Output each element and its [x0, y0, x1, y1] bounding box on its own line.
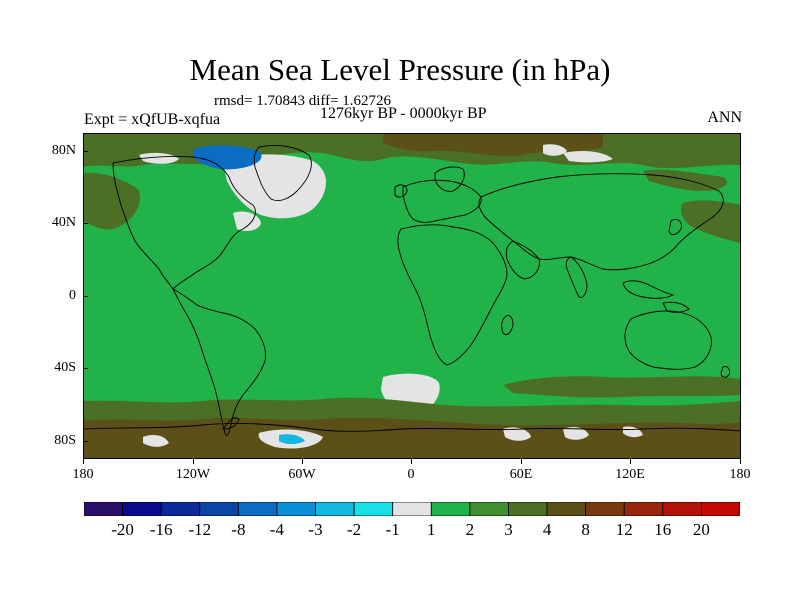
colorbar-label: 12 [615, 520, 633, 539]
colorbar-box [199, 502, 239, 516]
colorbar-box [469, 502, 509, 516]
lat-tick [83, 151, 88, 152]
arctic-spot-1 [543, 144, 567, 156]
colorbar-box [662, 502, 702, 516]
lon-label-60e: 60E [509, 467, 533, 482]
lat-label-0: 0 [69, 288, 76, 303]
lon-label-0: 0 [407, 467, 415, 482]
labrador-near-zero [233, 211, 261, 231]
colorbar-label: 16 [654, 520, 672, 539]
lon-tick [740, 459, 741, 464]
colorbar-box [237, 502, 278, 516]
time-period: 1276kyr BP - 0000kyr BP [320, 105, 487, 122]
arctic-spot-2 [563, 151, 613, 163]
experiment-label: Expt = xQfUB-xqfua [84, 111, 221, 128]
colorbar-label: 2 [465, 520, 475, 539]
lon-label-180w: 180 [72, 467, 94, 482]
colorbar-box [623, 502, 664, 516]
antarctic-spot-3 [503, 427, 531, 441]
lon-tick [83, 459, 84, 464]
colorbar-box [392, 502, 432, 516]
lon-label-120e: 120E [615, 467, 645, 482]
colorbar-label: -8 [231, 520, 246, 539]
lat-label-80s: 80S [54, 433, 76, 448]
pressure-anomaly-map [83, 133, 741, 459]
colorbar-box [160, 502, 201, 516]
antarctic-spot-1 [143, 435, 169, 447]
colorbar-label: -20 [111, 520, 134, 539]
beaufort-near-zero [139, 152, 179, 164]
lon-tick [193, 459, 194, 464]
antarctic-low [279, 434, 305, 444]
colorbar-box [701, 502, 740, 516]
lon-tick [302, 459, 303, 464]
lat-tick [83, 296, 88, 297]
lon-tick [411, 459, 412, 464]
lon-label-180e: 180 [729, 467, 751, 482]
lat-label-40s: 40S [54, 360, 76, 375]
antarctic-high-anomaly [83, 417, 741, 459]
lat-label-40n: 40N [51, 215, 76, 230]
colorbar-label: -4 [269, 520, 284, 539]
map-svg [83, 133, 741, 459]
north-pacific-anomaly [83, 172, 141, 230]
colorbar-label: -12 [188, 520, 212, 539]
colorbar-box [585, 502, 625, 516]
lat-tick [83, 441, 88, 442]
northwest-pacific-anomaly [681, 200, 741, 243]
season-label: ANN [707, 109, 742, 126]
colorbar-label: -16 [149, 520, 173, 539]
southern-indian-anomaly [503, 376, 741, 398]
lon-tick [521, 459, 522, 464]
colorbar-box [430, 502, 471, 516]
lon-label-60w: 60W [288, 467, 316, 482]
coastlines [83, 144, 741, 436]
colorbar-box [84, 502, 123, 516]
colorbar-label: 4 [542, 520, 552, 539]
colorbar-label: 1 [427, 520, 436, 539]
lon-tick [630, 459, 631, 464]
colorbar-label: 3 [504, 520, 513, 539]
colorbar-label: -3 [308, 520, 323, 539]
colorbar-label: 20 [692, 520, 710, 539]
colorbar-box [546, 502, 587, 516]
colorbar-box [353, 502, 394, 516]
canadian-archipelago-low [193, 145, 262, 170]
lat-label-80n: 80N [51, 143, 76, 158]
antarctic-spot-2 [563, 427, 589, 440]
rmsd-diff-stats: rmsd= 1.70843 diff= 1.62726 [214, 93, 392, 109]
colorbar-label: -1 [385, 520, 400, 539]
colorbar-box [122, 502, 162, 516]
lat-tick [83, 368, 88, 369]
plot-title: Mean Sea Level Pressure (in hPa) [189, 52, 611, 87]
lat-tick [83, 223, 88, 224]
lon-label-120w: 120W [175, 467, 211, 482]
colorbar-box [315, 502, 355, 516]
colorbar-box [508, 502, 548, 516]
colorbar-box [276, 502, 316, 516]
colorbar-label: 8 [581, 520, 590, 539]
colorbar-label: -2 [347, 520, 362, 539]
colorbar [84, 502, 740, 516]
